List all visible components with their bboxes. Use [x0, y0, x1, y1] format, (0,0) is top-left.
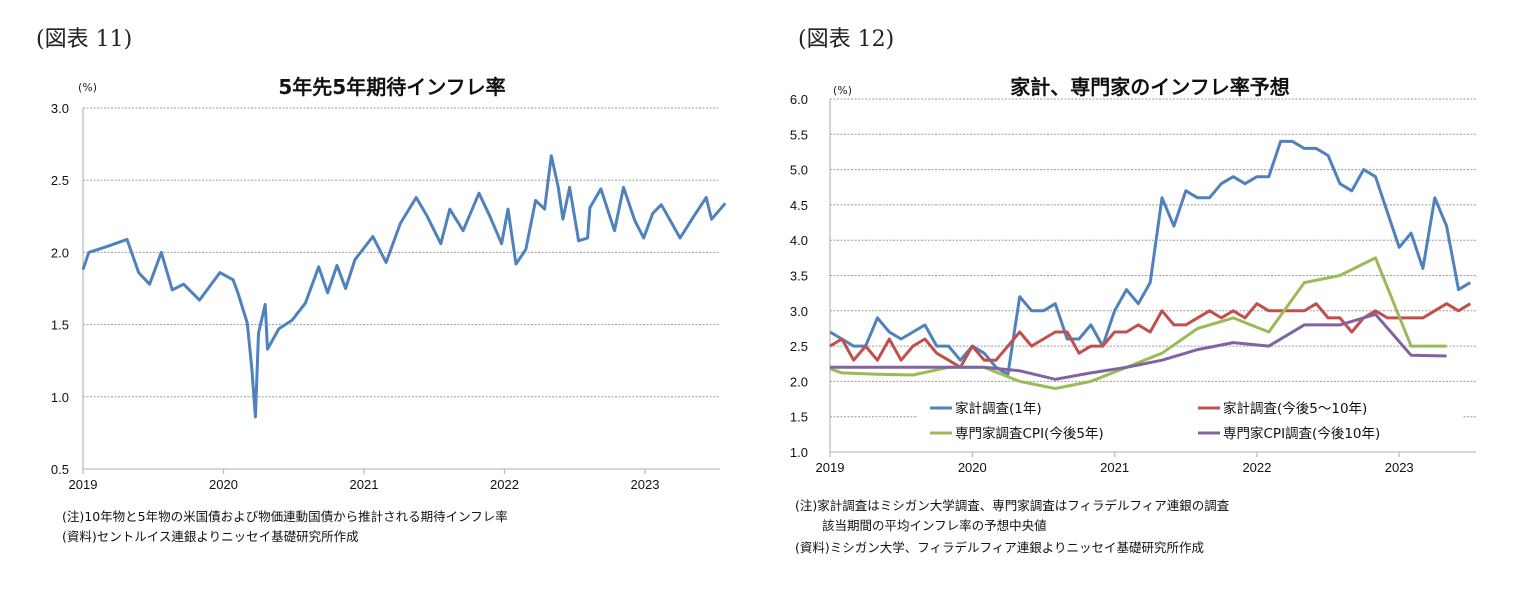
figure-label: (図表 12)	[798, 27, 894, 52]
y-tick-label: 4.0	[790, 233, 808, 248]
y-tick-label: 5.5	[790, 127, 808, 142]
chart-title: 5年先5年期待インフレ率	[278, 75, 505, 99]
series-line-1	[829, 139, 1472, 376]
chart-12: (図表 12) 家計、専門家のインフレ率予想 (%) 6.0 5.5 5.0 4.5 4…	[790, 27, 1476, 555]
chart-11: (図表 11) 5年先5年期待インフレ率 (%) 3.0 2.5 2.0 1.5 1.0…	[36, 27, 727, 544]
series-line-3	[829, 256, 1447, 390]
y-tick-label: 3.0	[790, 304, 808, 319]
y-tick-label: 1.5	[790, 410, 808, 425]
chart-title: 家計、専門家のインフレ率予想	[1010, 75, 1289, 99]
y-unit-label: (%)	[78, 81, 97, 94]
x-tick-label: 2022	[490, 477, 519, 492]
source-line: (資料)ミシガン大学、フィラデルフィア連銀よりニッセイ基礎研究所作成	[795, 540, 1204, 555]
x-tick-label: 2021	[350, 477, 379, 492]
x-tick-label: 2019	[69, 477, 98, 492]
y-tick-label: 2.0	[790, 374, 808, 389]
y-tick-label: 1.0	[51, 390, 69, 405]
legend: 家計調査(1年) 家計調査(今後5～10年) 専門家調査CPI(今後5年) 専門家CP…	[918, 396, 1463, 444]
y-tick-label: 3.0	[51, 101, 69, 116]
x-tick-label: 2023	[631, 477, 660, 492]
legend-label: 専門家調査CPI(今後5年)	[955, 425, 1104, 442]
legend-label: 専門家CPI調査(今後10年)	[1223, 425, 1380, 442]
series-line-1	[81, 154, 727, 419]
y-tick-label: 5.0	[790, 163, 808, 178]
y-tick-label: 6.0	[790, 92, 808, 107]
x-tick-label: 2021	[1100, 460, 1129, 475]
note-line-2: 該当期間の平均インフレ率の予想中央値	[822, 518, 1047, 533]
y-tick-label: 0.5	[51, 462, 69, 477]
x-tick-label: 2020	[958, 460, 987, 475]
source-line: (資料)セントルイス連銀よりニッセイ基礎研究所作成	[62, 529, 359, 544]
x-tick-label: 2020	[209, 477, 238, 492]
y-tick-label: 1.5	[51, 318, 69, 333]
x-tick-label: 2022	[1242, 460, 1271, 475]
y-tick-label: 2.0	[51, 245, 69, 260]
legend-background	[918, 396, 1463, 444]
series-line-4	[830, 312, 1447, 381]
legend-label: 家計調査(1年)	[955, 400, 1042, 417]
y-tick-label: 3.5	[790, 269, 808, 284]
y-tick-label: 2.5	[790, 339, 808, 354]
figure-label: (図表 11)	[36, 27, 132, 52]
x-tick-label: 2019	[816, 460, 845, 475]
y-tick-label: 1.0	[790, 445, 808, 460]
y-tick-label: 2.5	[51, 173, 69, 188]
y-tick-label: 4.5	[790, 198, 808, 213]
note-line: (注)家計調査はミシガン大学調査、専門家調査はフィラデルフィア連銀の調査	[795, 498, 1230, 513]
legend-label: 家計調査(今後5～10年)	[1223, 400, 1367, 417]
note-line: (注)10年物と5年物の米国債および物価連動国債から推計される期待インフレ率	[62, 509, 508, 524]
y-unit-label: (%)	[833, 84, 852, 97]
x-tick-label: 2023	[1385, 460, 1414, 475]
